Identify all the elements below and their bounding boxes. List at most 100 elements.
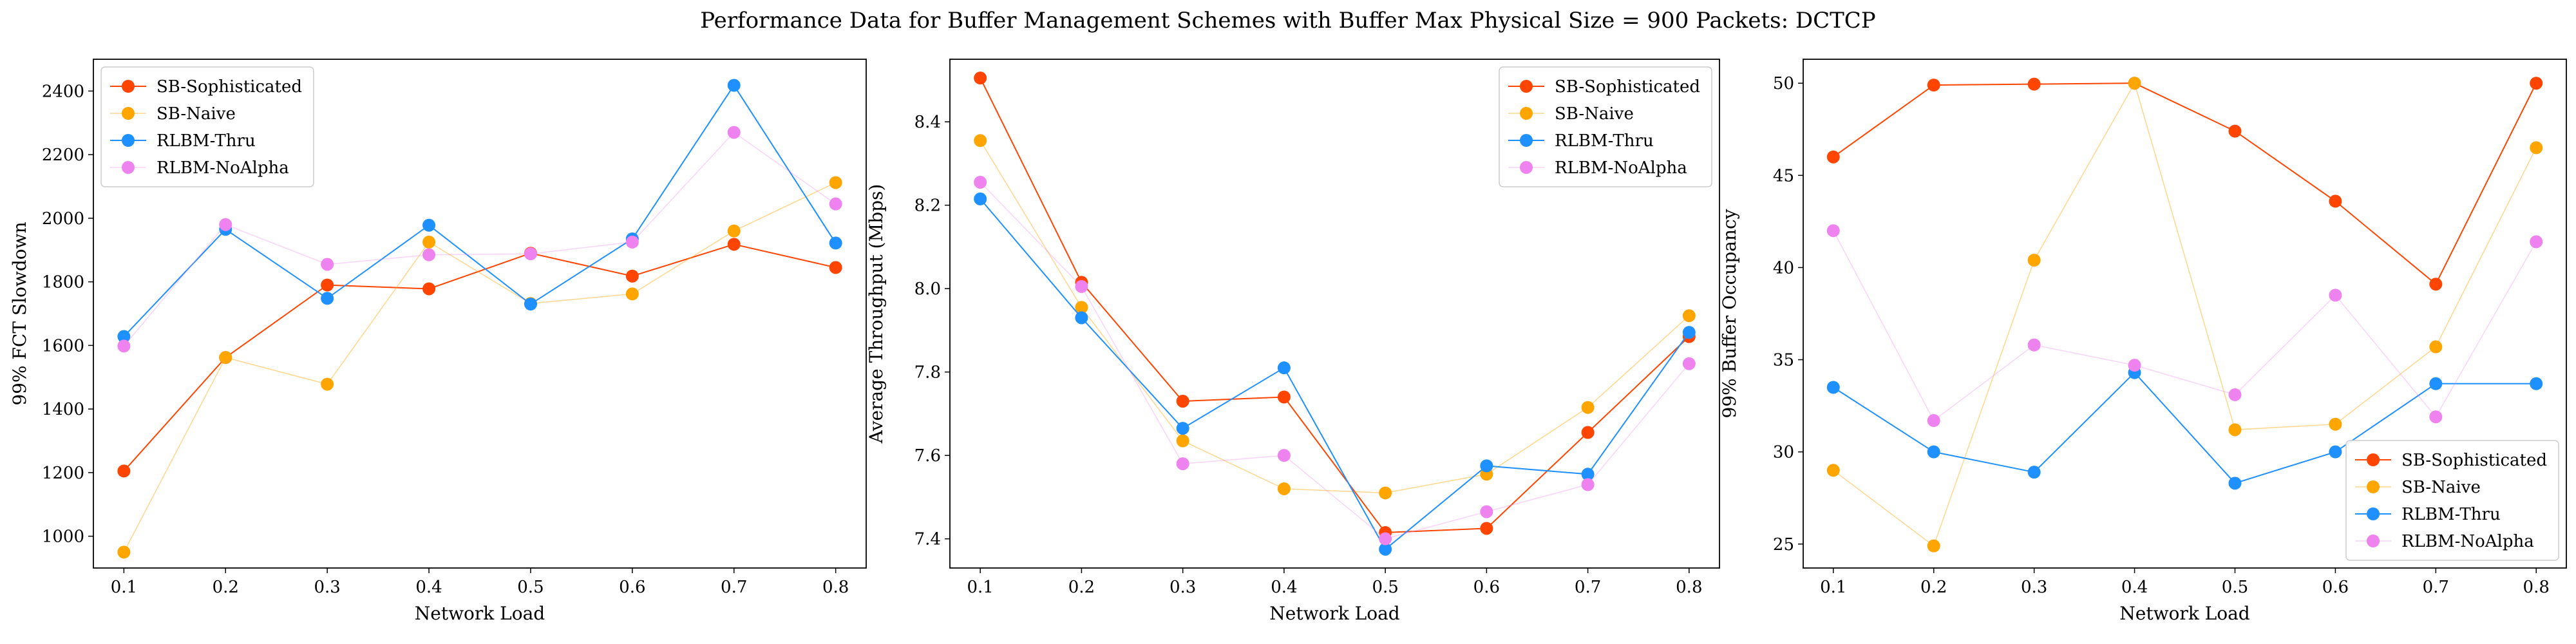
data-point-sb-naive	[2228, 423, 2242, 437]
legend-marker	[122, 107, 135, 120]
legend-marker	[122, 80, 135, 93]
x-tick-label: 0.2	[213, 578, 239, 597]
series-line-sb-sophisticated	[980, 77, 1690, 534]
data-point-rlbm-thru	[2027, 466, 2041, 479]
y-tick-label: 7.6	[914, 446, 941, 466]
y-axis-label: Average Throughput (Mbps)	[866, 184, 887, 444]
x-tick-label: 0.5	[2222, 578, 2248, 597]
legend-marker	[122, 134, 135, 147]
data-point-sb-naive	[1581, 401, 1595, 414]
data-point-sb-naive	[1379, 486, 1392, 500]
series-line-sb-sophisticated	[123, 243, 836, 472]
data-point-rlbm-noalpha	[2128, 359, 2141, 372]
data-point-rlbm-thru	[1826, 381, 1840, 394]
series-line-sb-naive	[123, 182, 836, 553]
data-point-rlbm-thru	[422, 218, 436, 232]
data-point-rlbm-noalpha	[321, 258, 334, 271]
x-tick-label: 0.1	[1820, 578, 1846, 597]
data-point-sb-sophisticated	[625, 269, 639, 283]
data-point-rlbm-noalpha	[524, 247, 537, 261]
legend-marker	[2367, 535, 2380, 547]
data-point-sb-sophisticated	[2329, 194, 2342, 208]
legend-marker	[2367, 453, 2380, 466]
data-point-rlbm-thru	[727, 79, 741, 92]
data-point-rlbm-noalpha	[1682, 357, 1696, 370]
legend: SB-Sophisticated SB-Naive RLBM-Thru RLBM-No…	[2345, 440, 2559, 561]
data-point-rlbm-noalpha	[1379, 532, 1392, 545]
legend-marker	[1520, 134, 1533, 147]
data-point-rlbm-thru	[1176, 422, 1189, 435]
legend-label: RLBM-NoAlpha	[156, 158, 289, 178]
chart-panel-2: 0.1 0.2 0.3 0.4 0.5 0.6 0.7 0.8 7.4 7.6 7.8 8.0 8.2 8…	[866, 59, 1720, 624]
data-point-rlbm-noalpha	[1277, 449, 1291, 462]
data-point-rlbm-noalpha	[2228, 388, 2242, 401]
data-point-rlbm-noalpha	[422, 248, 436, 261]
plot-frame	[949, 59, 1720, 569]
data-point-rlbm-noalpha	[1480, 505, 1493, 518]
series-line-sb-naive	[980, 140, 1690, 494]
legend-label: RLBM-Thru	[156, 131, 256, 151]
data-point-sb-sophisticated	[1176, 394, 1189, 408]
data-point-sb-sophisticated	[2228, 124, 2242, 138]
legend-marker	[1520, 161, 1533, 174]
x-tick-label: 0.4	[2121, 578, 2148, 597]
data-point-rlbm-noalpha	[1075, 279, 1088, 293]
data-point-sb-naive	[1682, 309, 1696, 323]
y-tick-label: 1000	[42, 527, 84, 547]
x-tick-label: 0.3	[2021, 578, 2047, 597]
legend-marker	[122, 161, 135, 174]
data-point-sb-naive	[2329, 417, 2342, 431]
data-point-sb-naive	[2429, 340, 2443, 354]
y-tick-label: 50	[1773, 74, 1794, 93]
data-point-rlbm-noalpha	[2530, 235, 2543, 249]
legend-label: SB-Sophisticated	[2401, 451, 2547, 470]
legend-marker	[1520, 80, 1533, 93]
data-point-sb-naive	[117, 545, 131, 559]
data-point-rlbm-thru	[1927, 445, 1940, 459]
series-line-rlbm-noalpha	[123, 131, 837, 346]
series-line-rlbm-thru	[1833, 372, 2537, 484]
data-point-rlbm-thru	[1379, 542, 1392, 556]
legend-marker	[2367, 480, 2380, 493]
data-point-sb-naive	[2530, 141, 2543, 155]
y-tick-label: 1400	[42, 400, 84, 419]
data-point-rlbm-thru	[2329, 445, 2342, 459]
x-tick-label: 0.5	[517, 578, 544, 597]
legend-label: SB-Naive	[2401, 478, 2481, 497]
series-line-rlbm-noalpha	[1833, 230, 2537, 422]
data-point-sb-naive	[829, 176, 842, 189]
x-tick-label: 0.7	[1575, 578, 1601, 597]
legend-box	[100, 66, 314, 187]
series-line-rlbm-noalpha	[980, 182, 1690, 540]
data-point-sb-naive	[727, 224, 741, 238]
data-point-sb-naive	[1277, 482, 1291, 495]
data-point-sb-naive	[1927, 539, 1940, 553]
data-point-sb-naive	[2027, 253, 2041, 267]
data-point-rlbm-noalpha	[2027, 338, 2041, 352]
y-axis-label: 99% Buffer Occupancy	[1719, 209, 1740, 418]
legend-label: SB-Sophisticated	[156, 77, 302, 97]
data-point-rlbm-noalpha	[727, 126, 741, 139]
chart-panel-3: 0.1 0.2 0.3 0.4 0.5 0.6 0.7 0.8 25 30 35 40 45 50 Netw…	[1719, 59, 2567, 624]
data-point-sb-sophisticated	[1826, 150, 1840, 164]
chart-panel-1: 0.1 0.2 0.3 0.4 0.5 0.6 0.7 0.8 1000 1200 1400 1600…	[9, 59, 867, 624]
data-point-sb-naive	[422, 235, 436, 249]
y-tick-label: 1200	[42, 464, 84, 483]
legend: SB-Sophisticated SB-Naive RLBM-Thru RLBM-No…	[100, 66, 314, 187]
data-point-sb-naive	[2128, 77, 2141, 90]
legend-label: RLBM-Thru	[2401, 505, 2501, 524]
data-point-sb-naive	[321, 377, 334, 391]
y-tick-label: 40	[1773, 258, 1794, 278]
data-point-sb-sophisticated	[321, 278, 334, 292]
figure-title: Performance Data for Buffer Management S…	[700, 8, 1876, 33]
y-tick-label: 7.4	[914, 530, 941, 549]
data-point-rlbm-thru	[1682, 326, 1696, 339]
series-line-sb-sophisticated	[1833, 82, 2537, 285]
data-point-sb-sophisticated	[2429, 278, 2443, 291]
x-tick-label: 0.1	[967, 578, 993, 597]
data-point-rlbm-noalpha	[117, 339, 131, 353]
data-point-sb-sophisticated	[727, 238, 741, 251]
data-point-rlbm-thru	[524, 298, 537, 311]
x-tick-label: 0.2	[1068, 578, 1095, 597]
data-point-sb-naive	[219, 351, 232, 365]
